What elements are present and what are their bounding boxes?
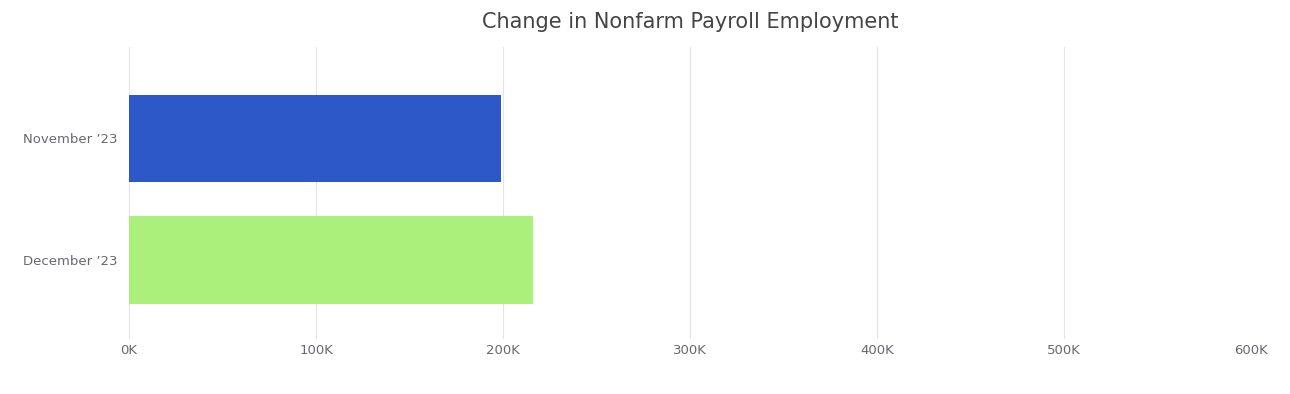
Bar: [129, 216, 533, 304]
Bar: [129, 95, 502, 182]
Title: Change in Nonfarm Payroll Employment: Change in Nonfarm Payroll Employment: [482, 12, 898, 32]
